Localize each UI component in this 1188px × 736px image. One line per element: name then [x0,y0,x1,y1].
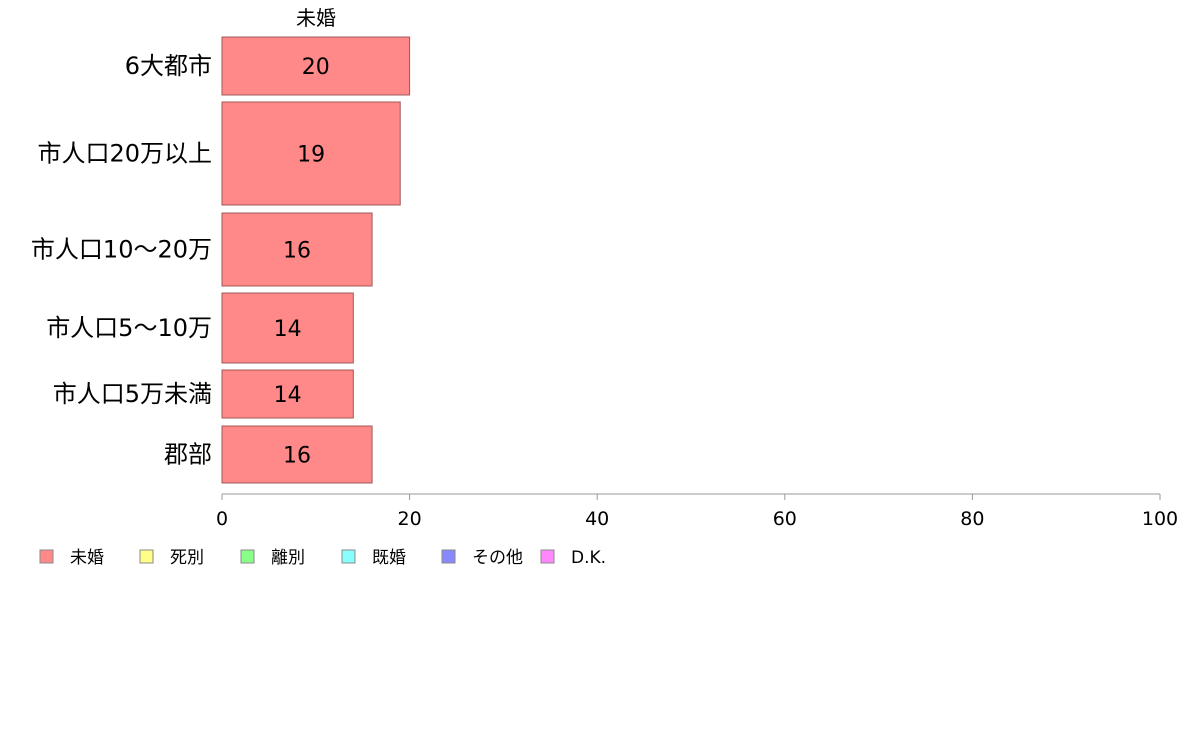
legend-label: 離別 [271,548,305,568]
x-tick-label: 40 [585,508,609,530]
legend-label: 未婚 [70,548,104,568]
bar-3 [221,292,354,364]
legend-swatch [341,549,356,564]
legend-label: D.K. [571,548,606,568]
category-label: 郡部 [164,441,212,469]
value-label: 14 [274,383,302,408]
bar-1 [221,101,401,206]
x-axis: 0 20 40 60 80 100 [216,493,1178,530]
legend-swatch [540,549,555,564]
value-label: 16 [283,444,311,469]
category-label: 市人口5万未満 [53,380,212,408]
column-title: 未婚 [296,6,336,30]
x-tick-label: 0 [216,508,228,530]
legend-swatch [39,549,54,564]
value-label: 14 [274,317,302,342]
x-tick-label: 100 [1142,508,1178,530]
value-label: 16 [283,239,311,264]
legend-label: その他 [472,548,523,568]
x-tick-label: 20 [398,508,422,530]
bar-2 [221,212,373,287]
value-label: 19 [297,143,325,168]
legend: 未婚 死別 離別 既婚 その他 D.K. [39,548,606,568]
x-tick-label: 80 [960,508,984,530]
legend-swatch [441,549,456,564]
bar-4 [221,369,354,419]
category-label: 市人口20万以上 [37,140,212,168]
value-label: 20 [302,55,330,80]
category-label: 市人口10〜20万 [31,236,212,264]
bars-group: 6大都市 20 市人口20万以上 19 市人口10〜20万 16 市人口5〜10万 14 市人口… [31,36,411,484]
legend-label: 死別 [170,548,204,568]
bar-0 [221,36,411,96]
legend-swatch [139,549,154,564]
category-label: 6大都市 [125,52,212,80]
legend-swatch [240,549,255,564]
category-label: 市人口5〜10万 [46,314,212,342]
x-tick-label: 60 [773,508,797,530]
bar-5 [221,425,373,484]
legend-label: 既婚 [372,548,406,568]
